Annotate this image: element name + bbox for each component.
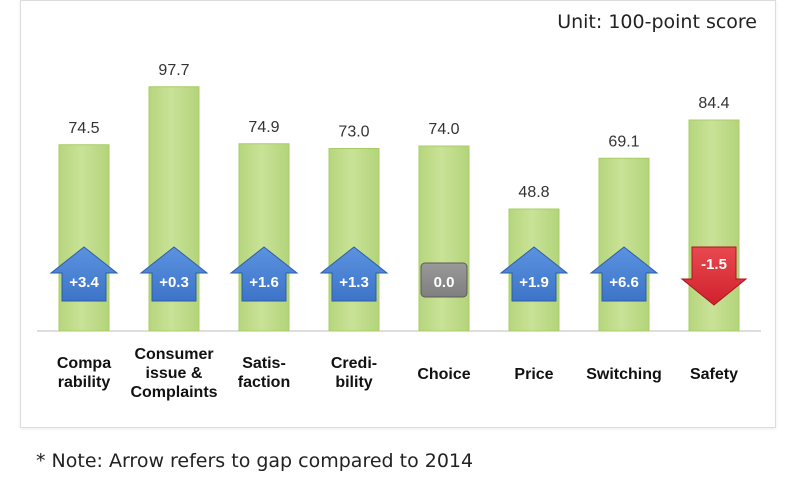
value-label: 84.4 [698,95,729,112]
gap-label: 0.0 [434,274,455,291]
bar [418,145,470,332]
value-label: 48.8 [518,184,549,201]
chart-panel: Unit: 100-point score 74.5 +3.4 Compa rabil… [20,0,776,428]
gap-arrow-down [680,246,748,306]
category-label: Consumer [134,346,213,363]
gap-arrow-up [139,246,209,302]
value-label: 73.0 [338,124,369,141]
value-label: 69.1 [608,133,639,150]
gap-no-change-box [420,262,468,298]
bar [328,148,380,332]
gap-label: +1.3 [339,274,369,291]
category-label: bility [335,374,372,391]
category-label: Compa [57,355,111,372]
gap-label: -1.5 [701,256,727,273]
category-label: Credi- [331,355,377,372]
value-label: 97.7 [158,62,189,79]
category-label: rability [58,374,111,391]
gap-arrow-up [229,246,299,302]
bar-chart: 74.5 +3.4 Compa rability 97.7 +0.3 Consumer iss… [37,62,761,401]
gap-arrow-up [589,246,659,302]
category-label: issue & [146,365,203,382]
gap-arrow-up [49,246,119,302]
gap-label: +1.6 [249,274,279,291]
bar [598,157,650,332]
category-label: Choice [417,366,470,383]
category-label: faction [238,374,290,391]
category-label: Complaints [130,384,217,401]
value-label: 74.5 [68,120,99,137]
value-label: 74.9 [248,119,279,136]
gap-arrow-up [319,246,389,302]
value-label: 74.0 [428,121,459,138]
category-label: Satis- [242,355,286,372]
gap-label: +6.6 [609,274,639,291]
gap-label: +1.9 [519,274,549,291]
gap-label: +3.4 [69,274,99,291]
gap-arrow-up [499,246,569,302]
bar [238,143,290,332]
category-label: Switching [586,366,662,383]
gap-label: +0.3 [159,274,189,291]
category-label: Safety [690,366,738,383]
unit-label: Unit: 100-point score [557,11,757,33]
bar [58,144,110,332]
footnote: * Note: Arrow refers to gap compared to … [36,450,474,472]
category-label: Price [514,366,553,383]
